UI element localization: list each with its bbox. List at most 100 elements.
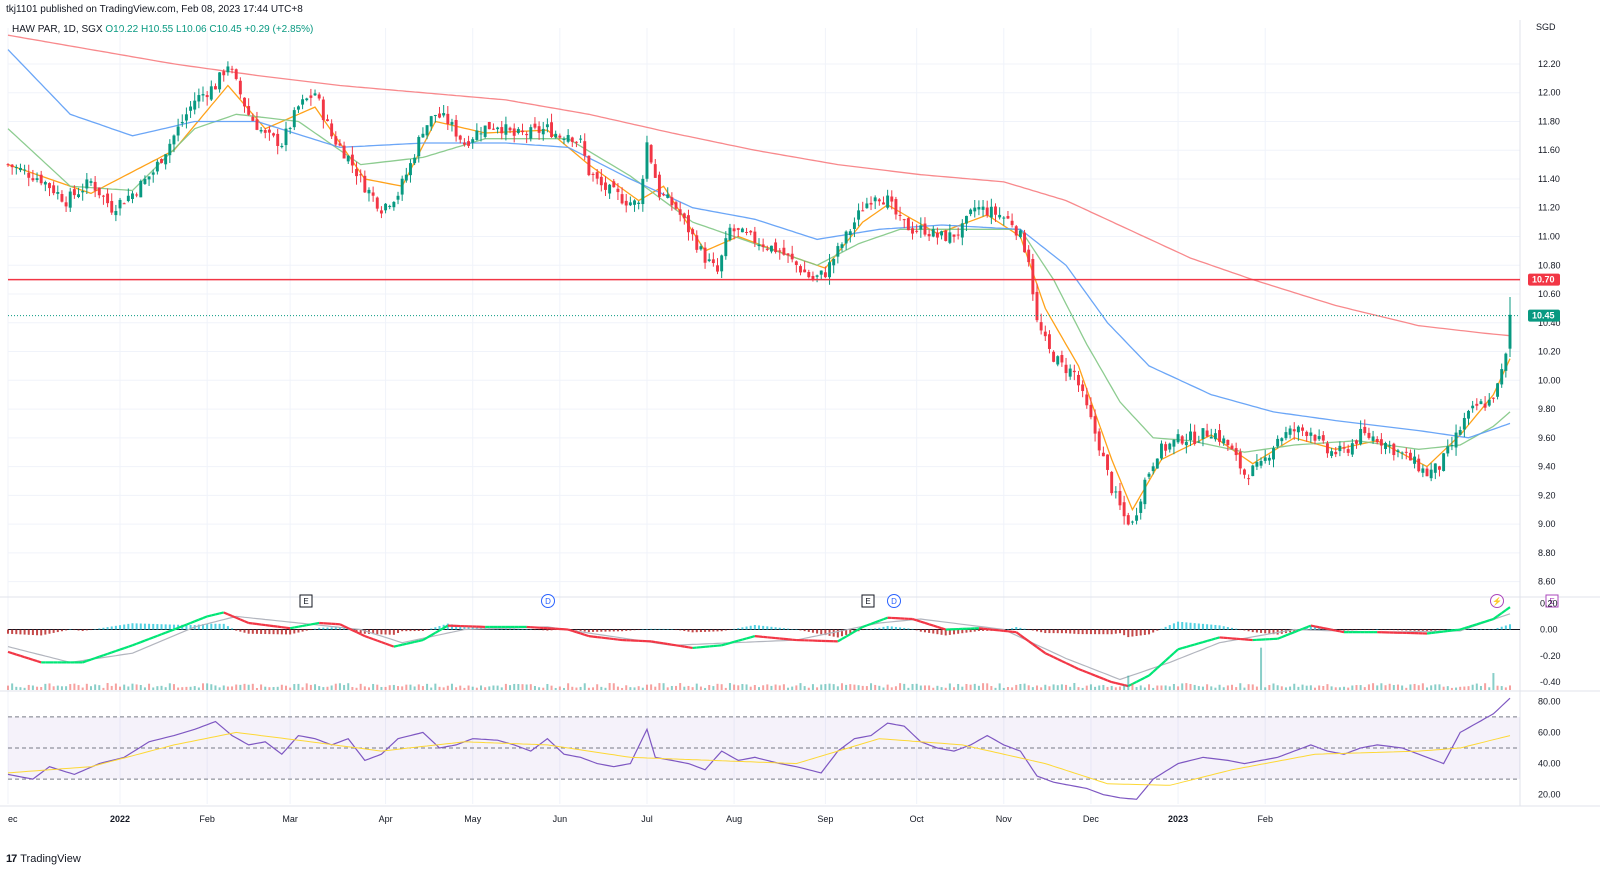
macd-histogram-bar bbox=[102, 627, 105, 630]
macd-histogram-bar bbox=[654, 628, 657, 630]
macd-histogram-bar bbox=[247, 629, 250, 634]
candle-body bbox=[1002, 217, 1006, 219]
macd-line-segment bbox=[1015, 631, 1022, 637]
macd-line-segment bbox=[1215, 636, 1220, 640]
volume-bar bbox=[1243, 687, 1246, 690]
candle-body bbox=[1168, 443, 1172, 450]
volume-bar bbox=[243, 683, 246, 690]
volume-bar bbox=[903, 683, 906, 690]
volume-bar bbox=[73, 683, 76, 690]
macd-line-segment bbox=[1281, 634, 1287, 639]
macd-line-segment bbox=[132, 642, 138, 647]
low-label: L bbox=[176, 24, 182, 35]
candle-body bbox=[1081, 384, 1085, 392]
volume-bar bbox=[778, 685, 781, 690]
high-value: 10.55 bbox=[148, 24, 174, 35]
price-tick-label: 11.20 bbox=[1538, 203, 1560, 213]
macd-histogram-bar bbox=[529, 629, 532, 630]
volume-bar bbox=[81, 687, 84, 690]
macd-line-segment bbox=[912, 617, 918, 622]
macd-line-segment bbox=[725, 641, 731, 646]
macd-histogram-bar bbox=[758, 625, 760, 630]
volume-bar bbox=[480, 685, 483, 690]
macd-histogram-bar bbox=[1131, 629, 1134, 637]
macd-histogram-bar bbox=[525, 629, 528, 630]
candle-body bbox=[969, 209, 973, 215]
macd-histogram-bar bbox=[1218, 625, 1221, 630]
price-tick-label: 10.40 bbox=[1538, 318, 1561, 328]
macd-line-segment bbox=[733, 639, 739, 643]
macd-line-segment bbox=[202, 615, 208, 620]
macd-line-segment bbox=[111, 649, 117, 654]
candle-body bbox=[952, 234, 956, 237]
volume-bar bbox=[392, 684, 395, 690]
macd-histogram-bar bbox=[1231, 627, 1234, 630]
candle-body bbox=[1487, 399, 1491, 406]
candle-body bbox=[234, 69, 238, 79]
volume-bar bbox=[185, 686, 188, 690]
volume-bar bbox=[459, 685, 462, 690]
volume-bar bbox=[957, 683, 960, 690]
macd-line-segment bbox=[1078, 667, 1084, 672]
volume-bar bbox=[546, 683, 549, 690]
candle-body bbox=[591, 173, 595, 175]
candle-body bbox=[251, 116, 255, 121]
volume-bar bbox=[1210, 686, 1213, 690]
volume-bar bbox=[986, 683, 989, 690]
volume-bar bbox=[31, 685, 34, 690]
candle-body bbox=[1292, 429, 1296, 432]
macd-line-segment bbox=[339, 623, 345, 628]
macd-line-segment bbox=[123, 645, 129, 650]
candle-body bbox=[1010, 220, 1014, 226]
macd-line-segment bbox=[584, 633, 590, 638]
macd-line-segment bbox=[1492, 615, 1499, 620]
candle-body bbox=[1483, 403, 1487, 408]
macd-histogram-bar bbox=[691, 629, 694, 633]
candle-body bbox=[1172, 439, 1176, 447]
volume-bar bbox=[1247, 684, 1250, 690]
macd-histogram-bar bbox=[1409, 629, 1412, 631]
volume-bar bbox=[127, 686, 130, 690]
candle-body bbox=[1176, 434, 1180, 443]
volume-bar bbox=[766, 684, 769, 690]
tradingview-logo[interactable]: 17 TradingView bbox=[6, 853, 81, 865]
candle-body bbox=[23, 169, 27, 171]
candle-body bbox=[392, 201, 396, 208]
open-value: 10.22 bbox=[113, 24, 139, 35]
candle-body bbox=[1213, 433, 1217, 440]
candle-body bbox=[1251, 465, 1255, 477]
publish-info: tkj1101 published on TradingView.com, Fe… bbox=[6, 4, 303, 15]
volume-bar bbox=[314, 684, 317, 690]
macd-line-segment bbox=[928, 623, 934, 627]
volume-bar bbox=[820, 684, 823, 690]
macd-histogram-bar bbox=[787, 628, 790, 630]
volume-bar bbox=[326, 686, 329, 690]
volume-bar bbox=[1488, 687, 1491, 690]
macd-line-segment bbox=[385, 642, 391, 647]
volume-bar bbox=[276, 686, 279, 690]
macd-line-segment bbox=[368, 636, 374, 641]
macd-line-segment bbox=[1028, 640, 1034, 646]
macd-line-segment bbox=[750, 635, 756, 639]
candle-body bbox=[334, 136, 338, 145]
candle-body bbox=[97, 187, 101, 196]
candle-body bbox=[985, 207, 989, 216]
volume-bar bbox=[720, 684, 723, 690]
dividend-event-marker bbox=[541, 594, 555, 608]
macd-histogram-bar bbox=[575, 629, 578, 631]
volume-bar bbox=[1089, 684, 1092, 690]
volume-bar bbox=[15, 686, 18, 690]
macd-line-segment bbox=[376, 639, 382, 644]
volume-bar bbox=[899, 683, 902, 690]
macd-line-segment bbox=[858, 625, 864, 631]
volume-bar bbox=[1442, 686, 1445, 690]
macd-histogram-bar bbox=[1351, 629, 1354, 631]
macd-histogram-bar bbox=[56, 629, 59, 633]
macd-histogram-bar bbox=[52, 629, 55, 633]
candle-body bbox=[1272, 448, 1275, 460]
candle-body bbox=[1508, 314, 1512, 349]
candle-body bbox=[143, 178, 147, 184]
macd-histogram-bar bbox=[612, 629, 615, 632]
candle-body bbox=[1238, 451, 1242, 469]
